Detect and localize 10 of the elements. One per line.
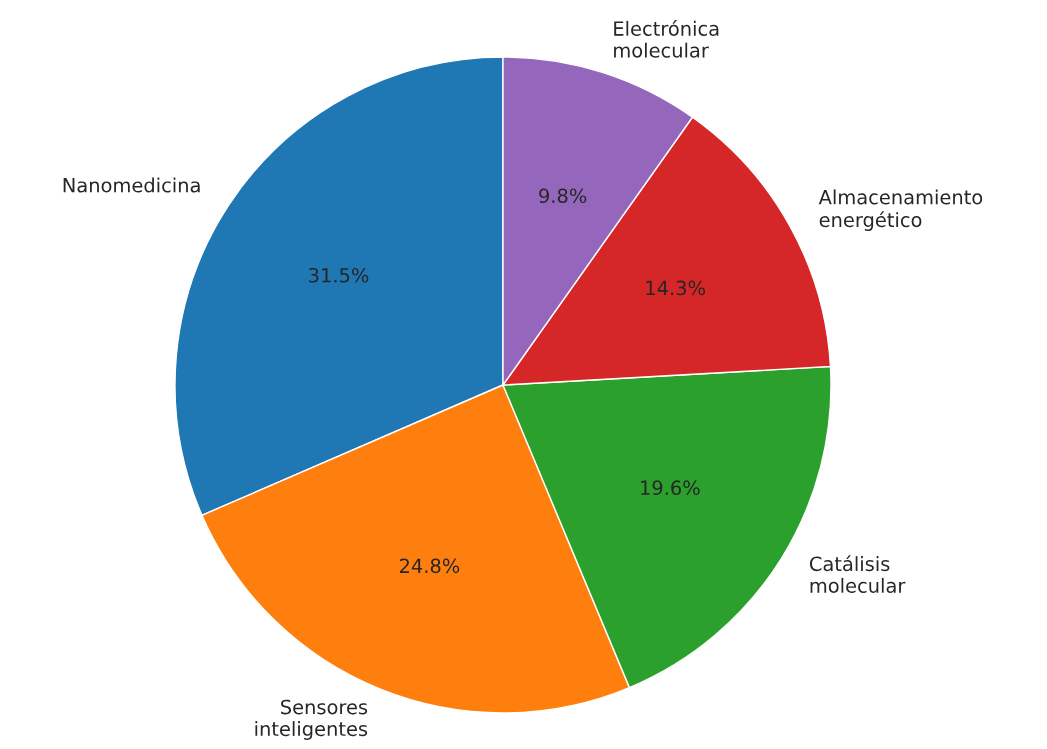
slice-label: Sensores inteligentes xyxy=(255,699,368,740)
slice-label: Electrónica molecular xyxy=(614,20,719,58)
slice-label: Nanomedicina xyxy=(63,177,200,193)
data-label: 19.6% xyxy=(641,480,700,496)
data-label: 9.8% xyxy=(539,188,587,204)
slice-label: Catálisis molecular xyxy=(809,555,906,593)
data-label: 31.5% xyxy=(309,267,369,283)
data-label: 14.3% xyxy=(646,280,705,296)
slice-label: Almacenamiento energético xyxy=(818,189,983,231)
data-label: 24.8% xyxy=(399,558,460,574)
